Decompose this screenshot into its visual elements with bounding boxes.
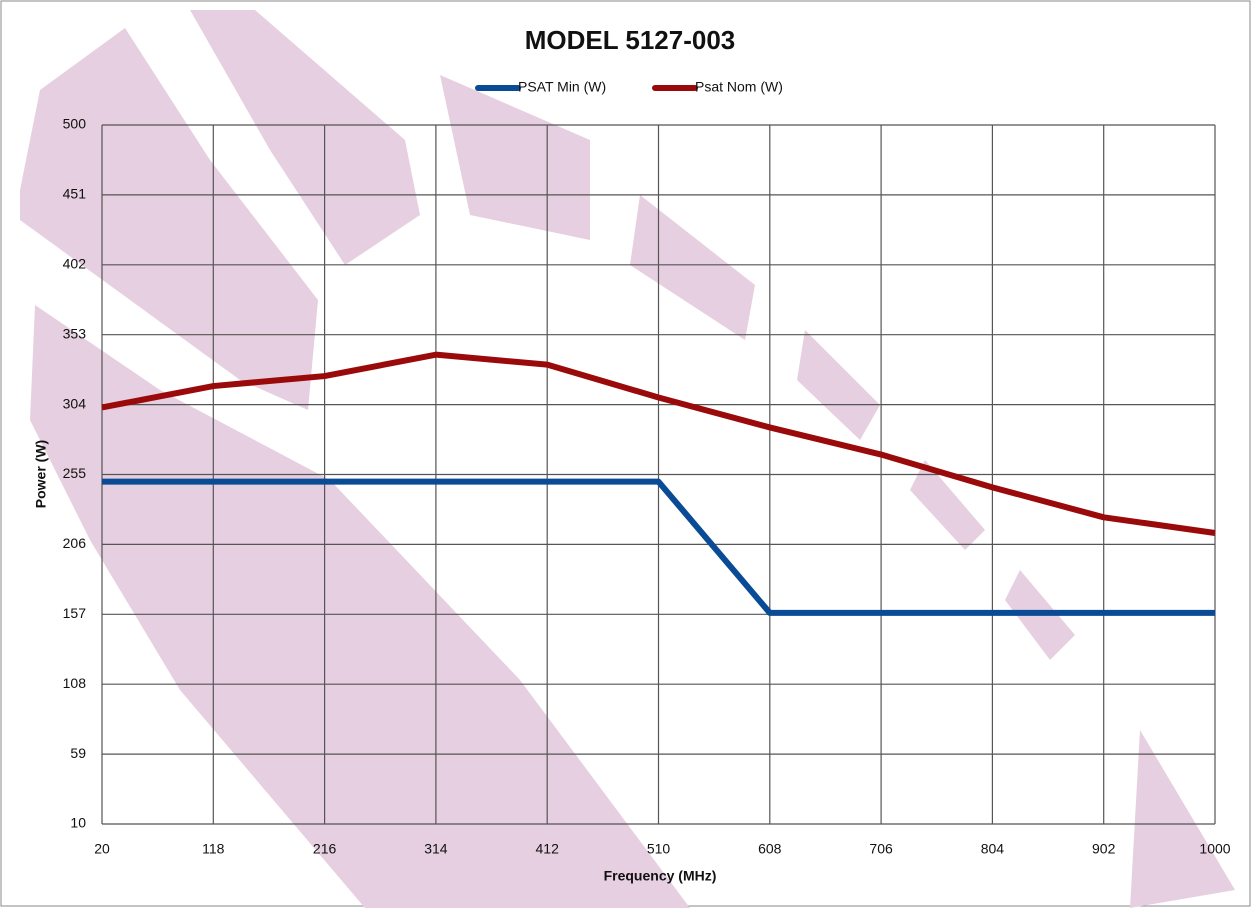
chart-title: MODEL 5127-003 [525, 25, 736, 55]
y-tick-label: 157 [63, 605, 87, 621]
y-tick-label: 10 [70, 815, 86, 831]
y-tick-label: 59 [70, 745, 86, 761]
chart: MODEL 5127-003 Frequency (MHz) Power (W)… [0, 0, 1252, 908]
x-tick-label: 20 [94, 841, 110, 857]
x-tick-label: 804 [981, 841, 1005, 857]
y-tick-label: 255 [63, 465, 87, 481]
y-tick-label: 108 [63, 675, 87, 691]
x-tick-label: 412 [536, 841, 560, 857]
y-axis-label: Power (W) [33, 440, 49, 508]
x-tick-label: 118 [202, 841, 225, 857]
legend-label: Psat Nom (W) [695, 79, 783, 95]
y-tick-label: 206 [63, 535, 87, 551]
y-tick-label: 500 [63, 116, 87, 132]
legend-label: PSAT Min (W) [518, 79, 606, 95]
y-tick-label: 304 [63, 395, 87, 411]
y-tick-label: 402 [63, 256, 87, 272]
x-tick-label: 902 [1092, 841, 1116, 857]
x-axis-label: Frequency (MHz) [604, 868, 717, 884]
x-tick-label: 216 [313, 841, 337, 857]
x-tick-label: 1000 [1199, 841, 1230, 857]
x-tick-label: 314 [424, 841, 448, 857]
x-tick-label: 510 [647, 841, 671, 857]
y-tick-label: 353 [63, 325, 87, 341]
x-tick-label: 608 [758, 841, 782, 857]
y-tick-label: 451 [63, 186, 87, 202]
x-tick-label: 706 [869, 841, 893, 857]
